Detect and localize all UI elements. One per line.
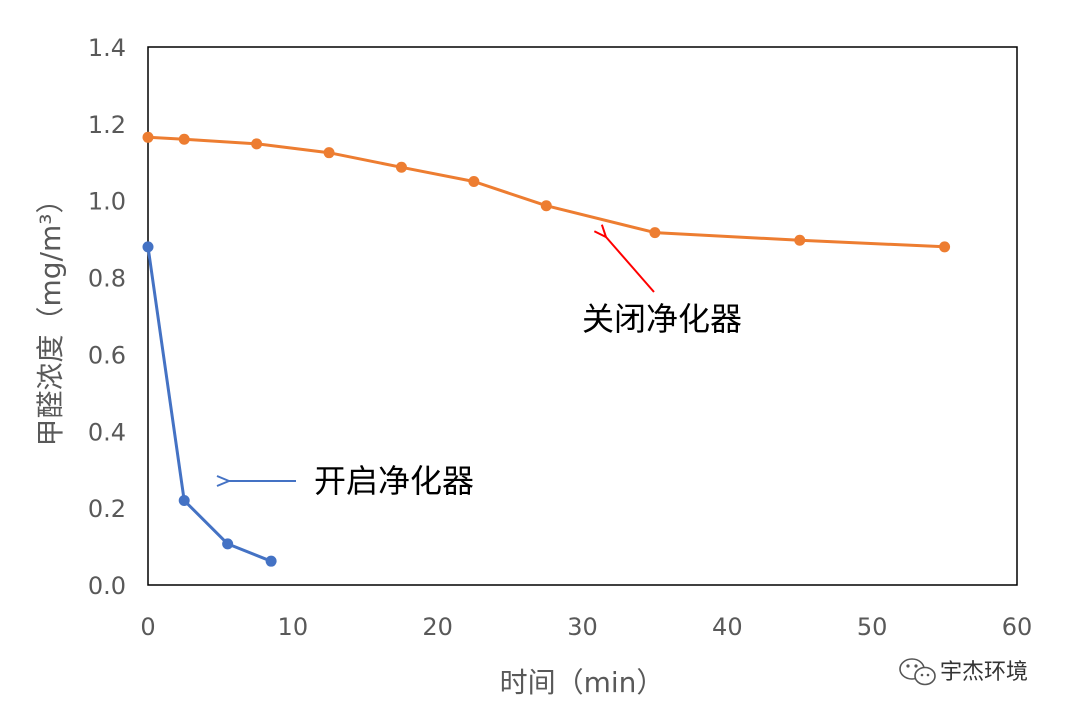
- data-point: [178, 133, 190, 145]
- data-point: [395, 161, 407, 173]
- x-axis-title: 时间（min）: [500, 666, 665, 699]
- data-point: [142, 131, 154, 143]
- y-tick-label: 0.8: [88, 265, 126, 293]
- x-tick-label: 50: [857, 613, 888, 641]
- x-tick-label: 30: [567, 613, 598, 641]
- x-tick-labels: 0 10 20 30 40 50 60: [140, 613, 1032, 641]
- data-point: [939, 241, 951, 253]
- x-tick-label: 10: [278, 613, 309, 641]
- watermark-text: 宇杰环境: [940, 660, 1028, 685]
- y-tick-labels: 0.0 0.2 0.4 0.6 0.8 1.0 1.2 1.4: [88, 34, 126, 600]
- plot-area: [147, 46, 1018, 586]
- series-line-0: [146, 246, 272, 563]
- y-tick-label: 1.2: [88, 111, 126, 139]
- y-tick-label: 1.4: [88, 34, 126, 62]
- wechat-icon: [899, 658, 936, 686]
- y-tick-label: 1.0: [88, 188, 126, 216]
- x-tick-label: 20: [422, 613, 453, 641]
- y-tick-label: 0.6: [88, 341, 126, 369]
- annotation-label-on: 开启净化器: [314, 462, 474, 500]
- data-point: [649, 227, 661, 239]
- y-tick-label: 0.2: [88, 495, 126, 523]
- y-tick-label: 0.4: [88, 418, 126, 446]
- data-point: [265, 555, 277, 567]
- annotation-arrow-off: [606, 237, 655, 293]
- watermark: 宇杰环境: [899, 658, 1028, 686]
- y-tick-label: 0.0: [88, 572, 126, 600]
- data-point: [794, 234, 806, 246]
- x-tick-label: 60: [1002, 613, 1033, 641]
- annotation-label-off: 关闭净化器: [582, 300, 742, 338]
- data-point: [468, 176, 480, 187]
- data-point: [251, 138, 263, 150]
- x-tick-label: 0: [140, 613, 155, 641]
- x-tick-label: 40: [712, 613, 743, 641]
- series-layer: [142, 131, 951, 567]
- data-point: [222, 538, 234, 550]
- data-point: [323, 147, 335, 159]
- data-point: [142, 241, 154, 253]
- y-axis-title: 甲醛浓度（mg/m³）: [34, 186, 67, 447]
- data-point: [178, 494, 190, 506]
- data-point: [540, 200, 552, 212]
- series-line-1: [147, 135, 945, 249]
